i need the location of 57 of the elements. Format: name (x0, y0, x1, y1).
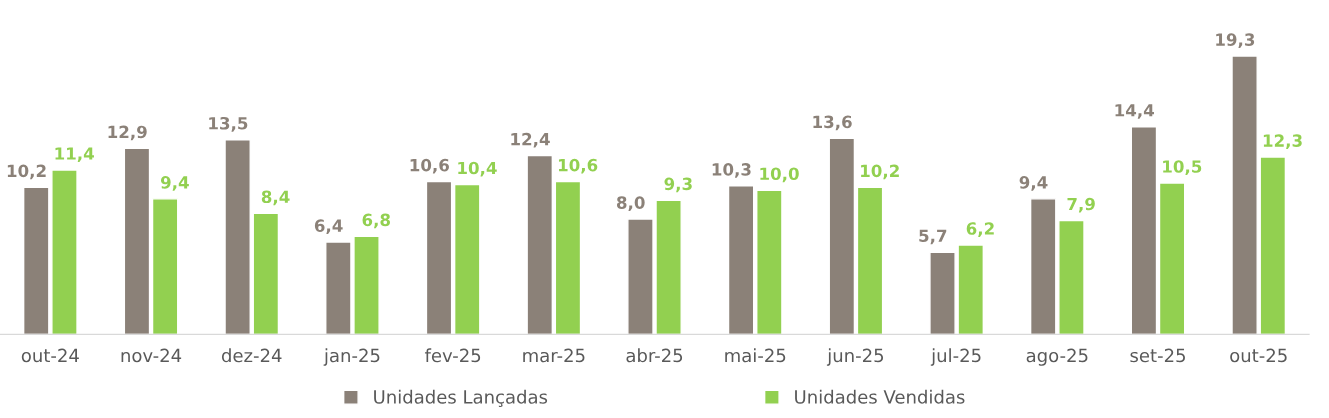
bar (828, 137, 856, 335)
x-tick-label: fev-25 (424, 348, 481, 363)
x-tick-label: ago-25 (1026, 348, 1088, 366)
x-tick-label: abr-25 (626, 348, 683, 363)
x-tick-label: set-25 (1130, 348, 1185, 363)
data-label: 10,0 (760, 167, 799, 183)
data-label: 5,7 (919, 229, 947, 245)
legend-label: Unidades Lançadas (374, 389, 548, 407)
data-label: 10,2 (7, 164, 46, 180)
bar (1158, 182, 1186, 335)
data-label: 12,4 (511, 132, 550, 148)
data-label: 12,9 (108, 125, 147, 141)
data-label: 7,9 (1067, 197, 1095, 213)
data-label: 19,3 (1216, 33, 1255, 49)
bar (425, 180, 453, 335)
x-tick-label: mar-25 (523, 348, 585, 363)
bar (1231, 55, 1258, 335)
data-label: 9,4 (160, 176, 189, 191)
data-label: 13,5 (209, 116, 248, 132)
data-label: 6,8 (362, 213, 390, 229)
data-label: 10,6 (558, 158, 598, 174)
bar (252, 212, 280, 335)
data-label: 10,5 (1163, 160, 1202, 175)
bar (727, 185, 755, 335)
data-label: 8,0 (616, 196, 645, 212)
bar (1259, 156, 1287, 335)
data-label: 9,3 (664, 177, 692, 193)
bar (453, 183, 481, 335)
bar (554, 180, 582, 335)
data-label: 11,4 (55, 147, 94, 162)
x-tick-label: out-25 (1230, 348, 1287, 363)
bar (151, 198, 179, 335)
data-label: 13,6 (813, 115, 852, 131)
bar (526, 154, 554, 335)
x-tick-label: nov-24 (121, 348, 182, 363)
data-label: 9,4 (1019, 176, 1048, 191)
bar (123, 147, 151, 335)
bar (224, 139, 251, 335)
bar (756, 189, 783, 335)
x-tick-label: jun-25 (826, 348, 884, 366)
x-tick-label: jan-25 (323, 348, 380, 366)
x-tick-label: dez-24 (221, 348, 282, 363)
x-tick-label: out-24 (21, 348, 79, 363)
data-label: 12,3 (1263, 134, 1302, 150)
x-tick-label: mai-25 (725, 348, 786, 363)
data-label: 14,4 (1115, 104, 1154, 119)
data-label: 10,3 (712, 163, 751, 178)
bar (856, 186, 884, 335)
data-label: 6,2 (966, 222, 994, 237)
data-label: 10,4 (458, 161, 497, 177)
data-label: 6,4 (314, 219, 343, 235)
bar (1130, 126, 1158, 335)
legend-label: Unidades Vendidas (795, 389, 965, 404)
x-tick-label: jul-25 (930, 348, 981, 366)
data-label: 10,6 (410, 158, 449, 174)
data-label: 10,2 (861, 164, 899, 180)
data-label: 8,4 (261, 190, 290, 206)
